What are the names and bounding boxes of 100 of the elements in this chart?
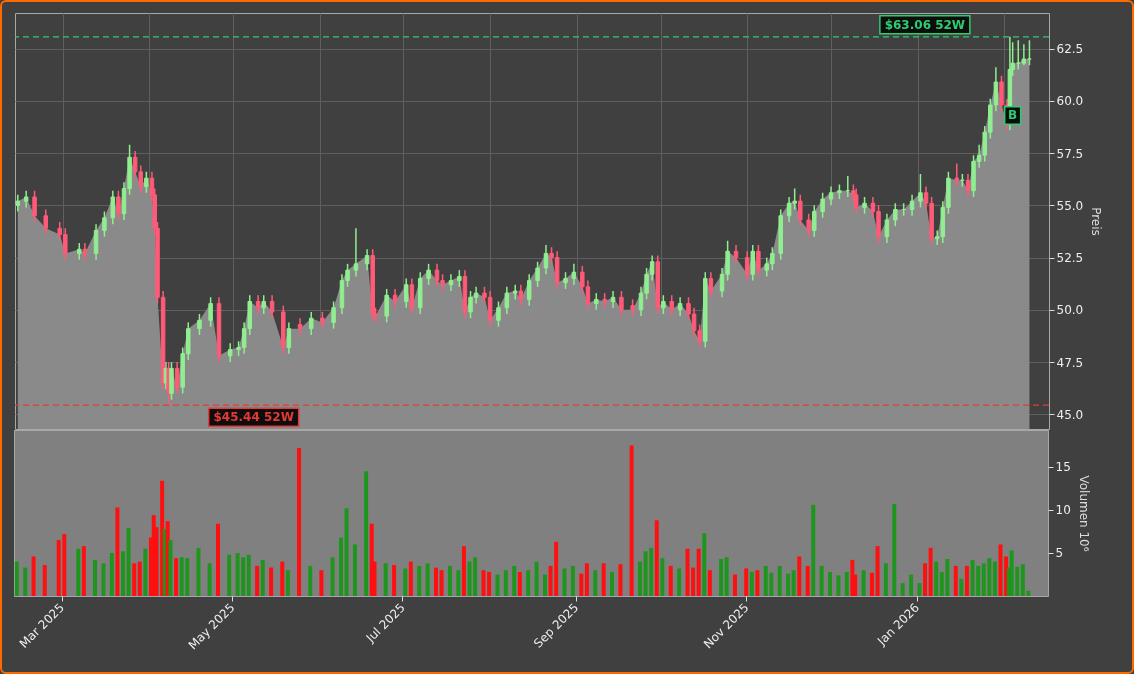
y-axis-title: Volumen 10⁶ (1076, 475, 1091, 552)
bar (93, 559, 98, 596)
bar (330, 557, 335, 596)
bar (447, 565, 452, 596)
y-tick-label: 55.0 (1056, 198, 1084, 213)
candlestick (893, 202, 898, 227)
candlestick (526, 273, 532, 307)
bar (403, 568, 408, 596)
bar (255, 565, 260, 596)
bar (724, 557, 729, 596)
bar (953, 565, 958, 596)
candlestick (661, 294, 666, 315)
candlestick (535, 261, 540, 288)
bar (417, 565, 422, 596)
candlestick (518, 284, 524, 307)
bar (126, 528, 131, 596)
candlestick (512, 284, 518, 301)
y-tick-label: 52.5 (1056, 251, 1084, 266)
bar (280, 561, 285, 596)
bar (819, 565, 824, 596)
bar (828, 571, 833, 596)
candlestick (619, 290, 624, 317)
candlestick (798, 194, 803, 227)
bar (998, 544, 1003, 596)
bar (844, 571, 849, 596)
candlestick (102, 210, 107, 238)
candlestick (496, 300, 501, 328)
bar (579, 573, 584, 596)
bar (526, 570, 531, 596)
bar (352, 544, 357, 596)
bar (861, 570, 866, 596)
bar (338, 537, 343, 596)
bar (81, 546, 86, 596)
bar (964, 565, 969, 596)
bar (383, 563, 388, 596)
bar (696, 548, 701, 596)
candlestick (331, 300, 336, 330)
bar (512, 565, 517, 596)
bar (786, 573, 791, 596)
candlestick (853, 187, 859, 215)
bar (805, 565, 810, 596)
annotation: B (1008, 108, 1018, 123)
bar (76, 548, 81, 596)
bar (934, 561, 939, 596)
bar (797, 556, 802, 596)
bar (425, 563, 430, 596)
candlestick (144, 171, 149, 194)
candlestick (93, 223, 99, 261)
bar (143, 548, 148, 596)
candlestick (261, 294, 266, 315)
bar (923, 563, 928, 596)
candlestick (744, 250, 750, 282)
bar (618, 564, 623, 596)
bar (707, 570, 712, 596)
bar (101, 563, 106, 596)
bar (534, 561, 539, 596)
candlestick (227, 342, 233, 363)
bar (719, 559, 724, 596)
candlestick (918, 173, 923, 209)
bar (297, 448, 302, 596)
candlestick (999, 74, 1004, 112)
y-tick-label: 45.0 (1056, 407, 1084, 422)
bar (755, 570, 760, 596)
candlestick (669, 294, 674, 317)
bar (584, 563, 589, 596)
bar (196, 547, 201, 596)
bar (928, 547, 933, 596)
candlestick (43, 208, 48, 236)
candlestick (384, 288, 389, 324)
y-tick-label: 15 (1055, 460, 1071, 475)
bar (260, 559, 265, 596)
bar (227, 554, 232, 596)
candlestick (174, 361, 180, 395)
bar (14, 561, 19, 596)
candlestick (610, 290, 616, 309)
y-tick-label: 5 (1055, 546, 1064, 561)
candlestick (954, 162, 960, 188)
bar (364, 471, 369, 596)
bar (610, 571, 615, 596)
candlestick (364, 248, 370, 271)
candlestick (820, 192, 825, 219)
bar (308, 565, 313, 596)
candlestick (269, 294, 275, 319)
bar (168, 540, 173, 596)
bar (132, 563, 137, 596)
candlestick (116, 189, 121, 221)
bar (503, 570, 508, 596)
candlestick (828, 185, 834, 207)
bar (677, 568, 682, 596)
bar (892, 503, 897, 596)
bar (439, 570, 444, 596)
y-tick-label: 47.5 (1056, 355, 1084, 370)
bar (285, 570, 290, 596)
bar (593, 570, 598, 596)
candlestick (353, 227, 359, 278)
bar (269, 567, 274, 596)
bar (120, 551, 125, 596)
candlestick (909, 194, 915, 217)
candlestick (255, 294, 261, 315)
candlestick (403, 277, 409, 309)
